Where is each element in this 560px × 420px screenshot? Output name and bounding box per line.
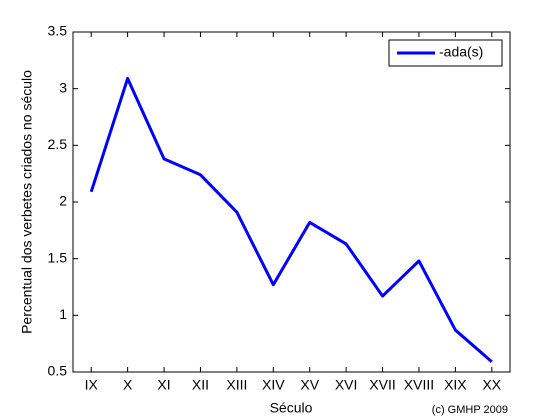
x-tick-label: IX (85, 377, 99, 393)
plot-frame (72, 31, 511, 373)
x-axis-label: Século (270, 400, 313, 416)
y-tick-label: 0.5 (48, 363, 68, 379)
annotation: (c) GMHP 2009 (432, 404, 508, 416)
y-tick-label: 2.5 (48, 136, 68, 152)
x-tick-label: XII (192, 377, 209, 393)
x-tick-label: XVII (369, 377, 395, 393)
legend-label: -ada(s) (439, 44, 483, 60)
x-tick-label: XIII (226, 377, 247, 393)
x-tick-label: XVIII (404, 377, 434, 393)
x-tick-label: XI (157, 377, 170, 393)
y-tick-label: 2 (59, 193, 67, 209)
y-tick-label: 1.5 (48, 249, 68, 265)
y-axis-label: Percentual dos verbetes criados no sécul… (19, 70, 35, 334)
x-tick-label: XVI (335, 377, 358, 393)
y-tick-label: 1 (59, 306, 67, 322)
x-tick-label: X (123, 377, 133, 393)
data-line (89, 76, 493, 363)
x-tick-label: XX (482, 377, 501, 393)
y-tick-label: 3 (59, 79, 67, 95)
x-tick-label: XV (300, 377, 319, 393)
x-tick-label: XIV (262, 377, 285, 393)
x-tick-label: XIX (444, 377, 467, 393)
y-tick-label: 3.5 (48, 23, 68, 39)
